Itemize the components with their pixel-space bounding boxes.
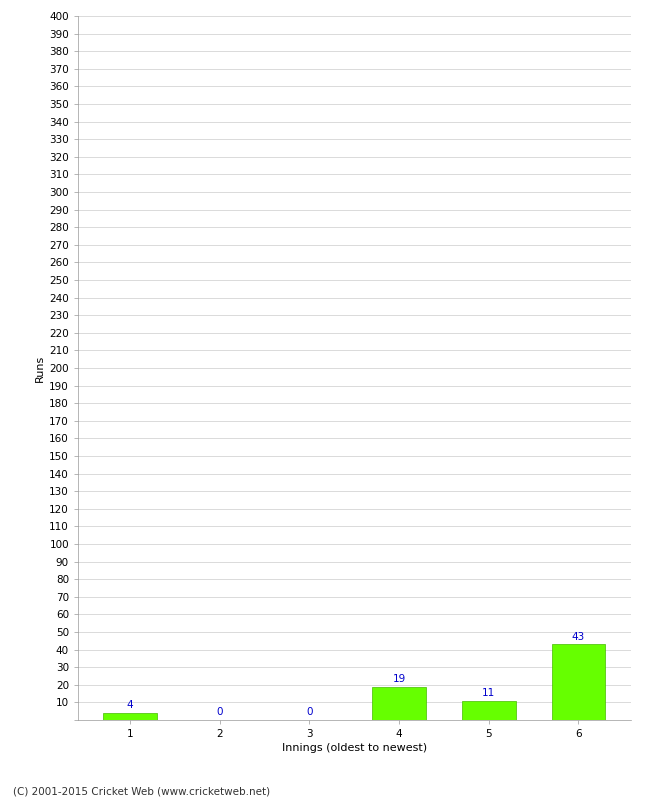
- Text: 11: 11: [482, 688, 495, 698]
- Bar: [462, 701, 515, 720]
- Bar: [552, 644, 605, 720]
- Bar: [103, 713, 157, 720]
- Text: 0: 0: [216, 707, 223, 718]
- Y-axis label: Runs: Runs: [35, 354, 45, 382]
- Bar: [372, 686, 426, 720]
- Text: 19: 19: [393, 674, 406, 684]
- Text: (C) 2001-2015 Cricket Web (www.cricketweb.net): (C) 2001-2015 Cricket Web (www.cricketwe…: [13, 786, 270, 796]
- X-axis label: Innings (oldest to newest): Innings (oldest to newest): [281, 743, 427, 753]
- Text: 0: 0: [306, 707, 313, 718]
- Text: 4: 4: [127, 700, 133, 710]
- Text: 43: 43: [572, 632, 585, 642]
